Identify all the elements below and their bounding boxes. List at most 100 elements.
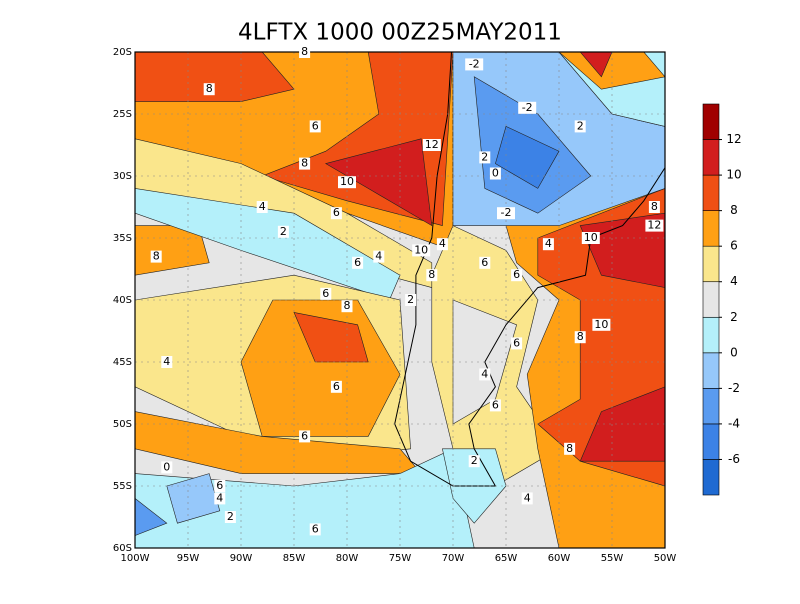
contour-label-bg xyxy=(203,83,215,96)
contour-region xyxy=(293,311,369,363)
contour-label-bg xyxy=(542,238,554,251)
contour-label: 6 xyxy=(301,429,308,442)
contour-label-bg xyxy=(161,461,173,474)
contour-label-bg xyxy=(412,244,431,257)
colorbar-label: 10 xyxy=(726,168,741,182)
y-tick-label: 55S xyxy=(113,481,132,492)
contour-label: 2 xyxy=(227,510,234,523)
colorbar-label: -2 xyxy=(728,381,740,395)
contour-label: 0 xyxy=(163,460,170,473)
y-tick-label: 30S xyxy=(113,171,132,182)
contour-label-bg xyxy=(436,238,448,251)
contour-label: 4 xyxy=(439,237,446,250)
contour-label: 4 xyxy=(524,491,531,504)
contour-label-bg xyxy=(330,380,342,393)
colorbar-label: 6 xyxy=(730,239,738,253)
contour-label: 4 xyxy=(163,355,170,368)
y-tick-label: 20S xyxy=(113,47,132,58)
contour-label: 2 xyxy=(481,150,488,163)
x-tick-label: 70W xyxy=(442,553,465,564)
contour-label: -2 xyxy=(522,101,533,114)
contour-label: 6 xyxy=(322,287,329,300)
contour-label-bg xyxy=(309,523,321,536)
contour-label-bg xyxy=(645,219,664,232)
contour-label-bg xyxy=(373,250,385,263)
contour-label: 10 xyxy=(584,231,598,244)
colorbar-swatch xyxy=(702,352,720,389)
contour-label: 10 xyxy=(594,318,608,331)
contour-label-bg xyxy=(338,176,356,189)
x-tick-label: 80W xyxy=(336,553,359,564)
contour-label-bg xyxy=(150,250,162,263)
colorbar-swatch xyxy=(702,139,720,176)
x-tick-label: 95W xyxy=(177,553,200,564)
colorbar-label: 12 xyxy=(726,132,741,146)
y-tick-label: 40S xyxy=(113,295,132,306)
filled-contours xyxy=(135,52,665,548)
x-tick-label: 90W xyxy=(230,553,253,564)
colorbar-swatch xyxy=(702,388,720,425)
contour-label: 12 xyxy=(647,219,661,232)
contour-label: 8 xyxy=(301,157,308,170)
colorbar-swatch xyxy=(702,103,720,140)
y-tick-label: 35S xyxy=(113,233,132,244)
contour-label: 8 xyxy=(428,268,435,281)
contour-region xyxy=(579,52,613,78)
x-tick-label: 100W xyxy=(121,553,150,564)
colorbar-swatch xyxy=(702,281,720,318)
contour-label-bg xyxy=(465,58,484,71)
contour-label-bg xyxy=(518,101,537,114)
contour-label-bg xyxy=(277,225,289,238)
contour-label-bg xyxy=(574,331,586,344)
contour-region xyxy=(495,125,560,189)
contour-label: 6 xyxy=(312,119,319,132)
contour-region xyxy=(579,212,665,288)
contour-label: 2 xyxy=(407,293,414,306)
contour-label-bg xyxy=(511,269,523,282)
contour-label: 12 xyxy=(425,138,439,151)
colorbar-swatch xyxy=(702,174,720,211)
x-tick-label: 55W xyxy=(601,553,624,564)
contour-label-bg xyxy=(299,430,311,443)
contour-label: 6 xyxy=(312,522,319,535)
contour-label: 2 xyxy=(577,119,584,132)
y-tick-label: 50S xyxy=(113,419,132,430)
x-tick-label: 85W xyxy=(283,553,306,564)
contour-label-bg xyxy=(330,207,342,220)
colorbar-label: 8 xyxy=(730,203,738,217)
colorbar-label: -4 xyxy=(728,416,740,430)
contour-label: 4 xyxy=(216,491,223,504)
contour-label: 6 xyxy=(333,380,340,393)
contour-label-bg xyxy=(489,399,501,412)
contour-label: 6 xyxy=(513,336,520,349)
coastline xyxy=(394,52,665,487)
contour-label-bg xyxy=(479,368,491,381)
colorbar-swatch xyxy=(702,316,720,354)
contour-label: 8 xyxy=(206,82,213,95)
x-tick-label: 60W xyxy=(548,553,571,564)
x-tick-label: 75W xyxy=(389,553,412,564)
contour-label-bg xyxy=(214,480,226,492)
contour-label: 6 xyxy=(216,479,223,492)
colorbar-label: 4 xyxy=(730,274,738,288)
contour-label: 4 xyxy=(545,237,552,250)
contour-label-bg xyxy=(521,492,533,505)
contour-label-bg xyxy=(426,269,438,282)
contour-label: 10 xyxy=(340,175,354,188)
contour-label: -2 xyxy=(469,57,480,70)
contour-label-bg xyxy=(648,201,660,213)
contour-label: 4 xyxy=(259,200,266,213)
x-tick-label: 50W xyxy=(654,553,677,564)
contour-label-bg xyxy=(581,232,600,244)
contour-label: 6 xyxy=(492,398,499,411)
contour-label-bg xyxy=(511,337,523,350)
contour-region xyxy=(166,473,221,524)
contour-label-bg xyxy=(574,120,586,133)
contour-label-bg xyxy=(256,201,268,213)
x-tick-label: 65W xyxy=(495,553,518,564)
contour-label: 0 xyxy=(492,167,499,180)
colorbar-swatch xyxy=(702,459,720,496)
contour-label: 8 xyxy=(566,442,573,455)
plot-frame xyxy=(134,51,666,549)
